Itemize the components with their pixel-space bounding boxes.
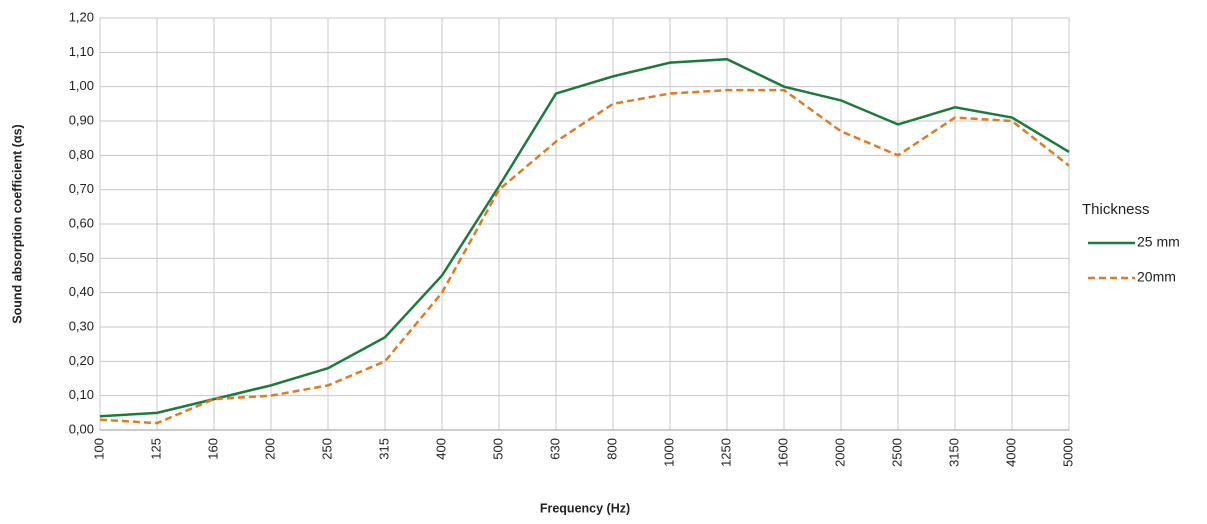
x-tick-label: 2500 <box>889 438 904 467</box>
x-axis-label: Frequency (Hz) <box>540 501 630 515</box>
x-tick-label: 800 <box>604 438 619 460</box>
y-tick-label: 0,40 <box>69 284 94 299</box>
x-tick-label: 1000 <box>661 438 676 467</box>
legend-title: Thickness <box>1082 201 1150 218</box>
y-tick-label: 0,50 <box>69 250 94 265</box>
y-tick-label: 1,10 <box>69 44 94 59</box>
y-tick-label: 0,90 <box>69 112 94 127</box>
y-tick-label: 0,70 <box>69 181 94 196</box>
x-tick-label: 400 <box>433 438 448 460</box>
y-tick-label: 0,80 <box>69 147 94 162</box>
y-tick-label: 0,10 <box>69 387 94 402</box>
y-tick-label: 0,00 <box>69 421 94 436</box>
x-tick-label: 500 <box>490 438 505 460</box>
x-tick-label: 250 <box>319 438 334 460</box>
x-tick-label: 200 <box>262 438 277 460</box>
x-tick-label: 630 <box>547 438 562 460</box>
x-tick-label: 125 <box>148 438 163 460</box>
x-tick-label: 2000 <box>832 438 847 467</box>
x-tick-label: 4000 <box>1003 438 1018 467</box>
x-tick-label: 3150 <box>946 438 961 467</box>
y-tick-label: 0,30 <box>69 318 94 333</box>
data-line <box>99 57 1070 418</box>
y-tick-label: 1,20 <box>69 9 94 24</box>
x-tick-label: 160 <box>205 438 220 460</box>
x-tick-label: 100 <box>91 438 106 460</box>
x-tick-label: 315 <box>376 438 391 460</box>
x-tick-label: 1600 <box>775 438 790 467</box>
data-line <box>99 88 1070 425</box>
y-axis-label: Sound absorption coefficient (αs) <box>10 124 24 323</box>
y-tick-label: 0,20 <box>69 353 94 368</box>
x-tick-label: 5000 <box>1060 438 1075 467</box>
legend-label: 20mm <box>1137 269 1176 285</box>
y-tick-label: 0,60 <box>69 215 94 230</box>
legend-label: 25 mm <box>1137 234 1180 250</box>
y-tick-label: 1,00 <box>69 78 94 93</box>
x-tick-label: 1250 <box>718 438 733 467</box>
